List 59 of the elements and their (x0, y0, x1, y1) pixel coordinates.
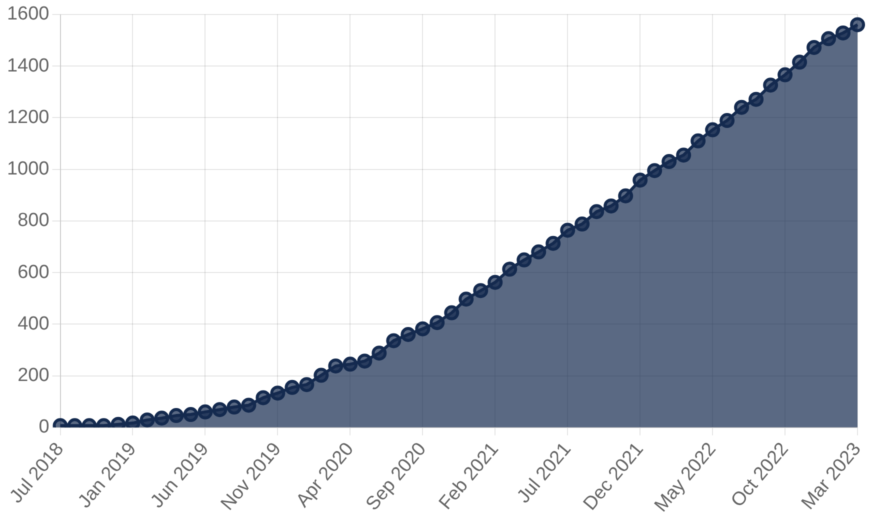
point (589, 204, 604, 220)
point (574, 216, 590, 232)
point (690, 133, 706, 148)
point (676, 148, 692, 163)
y-tick-label: 1400 (6, 55, 50, 76)
y-tick-label: 1000 (6, 158, 50, 180)
point (140, 412, 155, 428)
point (821, 31, 836, 46)
point (415, 321, 430, 336)
y-tick-label: 0 (38, 416, 50, 438)
y-tick-label: 800 (18, 210, 50, 232)
point (604, 198, 619, 214)
point (256, 390, 271, 406)
point (618, 188, 634, 204)
point (778, 67, 793, 82)
point (372, 346, 387, 361)
point (284, 380, 300, 395)
point (734, 100, 750, 115)
point (720, 112, 735, 128)
point (212, 402, 228, 418)
point (531, 244, 546, 260)
point (444, 305, 460, 320)
point (168, 408, 184, 424)
point (502, 262, 518, 277)
point (705, 122, 720, 138)
point (488, 274, 503, 290)
point (386, 333, 402, 348)
y-tick-label: 200 (18, 365, 50, 386)
point (763, 78, 778, 93)
y-tick-label: 400 (18, 313, 50, 334)
y-tick-label: 600 (18, 262, 50, 283)
point (198, 404, 213, 420)
point (328, 358, 344, 374)
point (357, 354, 372, 369)
y-tick-label: 1200 (6, 106, 50, 128)
point (792, 54, 808, 70)
point (154, 410, 170, 426)
point (473, 283, 488, 298)
point (400, 326, 416, 342)
point (516, 252, 532, 268)
point (458, 292, 474, 307)
point (314, 368, 329, 383)
point (647, 163, 662, 178)
point (270, 386, 286, 401)
point (632, 172, 648, 188)
point (850, 17, 866, 32)
point (748, 92, 764, 107)
point (299, 377, 314, 392)
point (836, 25, 851, 40)
point (342, 356, 358, 372)
point (241, 398, 256, 413)
point (226, 400, 242, 415)
point (662, 154, 677, 170)
point (430, 315, 445, 330)
point (560, 222, 576, 238)
point (806, 40, 822, 55)
point (546, 236, 561, 251)
point (183, 407, 198, 422)
y-tick-label: 1600 (6, 4, 50, 25)
